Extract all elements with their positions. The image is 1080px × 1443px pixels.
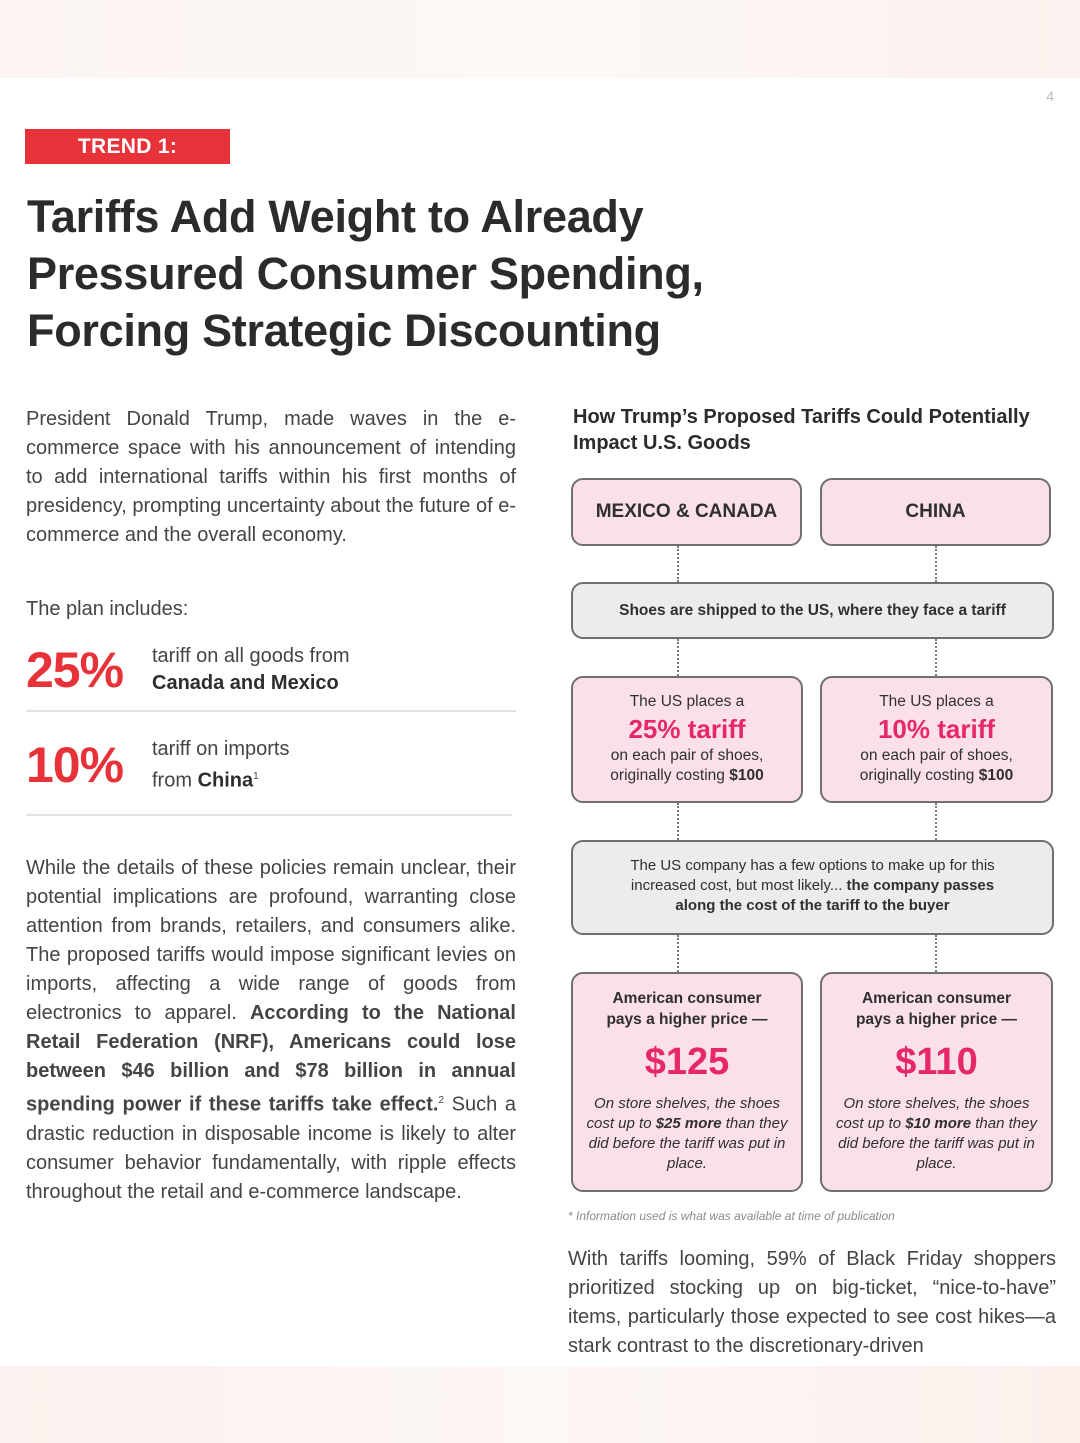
stat-canada-mexico: 25% tariff on all goods from Canada and … (26, 640, 516, 712)
closing-paragraph: With tariffs looming, 59% of Black Frida… (568, 1248, 1056, 1357)
connector-line (935, 803, 937, 840)
shelf-note: On store shelves, the shoes cost up to $… (822, 1094, 1051, 1174)
original-price: $100 (978, 767, 1014, 784)
page-title: Tariffs Add Weight to Already Pressured … (27, 188, 787, 359)
shelf-text-bold: $10 more (905, 1115, 972, 1132)
shelf-text-bold: $25 more (655, 1115, 722, 1132)
consumer-box-mexico-canada: American consumer pays a higher price — … (571, 972, 803, 1192)
stat-text-plain: tariff on all goods from (152, 645, 350, 667)
body-paragraph: While the details of these policies rema… (26, 854, 516, 1207)
connector-line (935, 639, 937, 676)
new-price: $110 (895, 1041, 978, 1083)
consumer-box-china: American consumer pays a higher price — … (820, 972, 1053, 1192)
consumer-heading: pays a higher price — (855, 1011, 1018, 1028)
stat-text-plain: tariff on imports (152, 737, 290, 760)
body-text: While the details of these policies rema… (26, 857, 516, 1024)
plan-label: The plan includes: (26, 598, 189, 620)
connector-line (677, 803, 679, 840)
tariff-detail-text: originally costing (859, 767, 979, 784)
connector-line (677, 639, 679, 676)
shelf-note: On store shelves, the shoes cost up to $… (573, 1094, 801, 1174)
options-text: The US company has a few options to make… (630, 857, 995, 894)
options-text-bold: the company passes along the cost of the… (675, 877, 995, 914)
body-text-bold: According to the National Retail Federat… (26, 1002, 516, 1116)
tariff-detail: on each pair of shoes, (860, 747, 1013, 764)
stat-value: 25% (26, 642, 124, 698)
tariff-rate: 10% tariff (877, 714, 996, 744)
connector-line (935, 935, 937, 972)
bottom-band (0, 1366, 1080, 1443)
body-text: Such a drastic reduction in disposable i… (26, 1093, 516, 1203)
top-band (0, 0, 1080, 78)
connector-line (935, 546, 937, 582)
options-box: The US company has a few options to make… (571, 840, 1054, 935)
infographic-footnote: * Information used is what was available… (568, 1209, 895, 1223)
stat-value: 10% (26, 737, 124, 793)
stat-china: 10% tariff on imports from China1 (26, 730, 512, 816)
shelf-text: On store shelves, the shoes cost up to (836, 1095, 1030, 1132)
country-box-mexico-canada: MEXICO & CANADA (571, 478, 802, 546)
tariff-box-mexico-canada: The US places a 25% tariff on each pair … (571, 676, 803, 803)
infographic-title: How Trump’s Proposed Tariffs Could Poten… (573, 406, 1030, 454)
shelf-text: than they did before the tariff was put … (838, 1115, 1037, 1172)
tariff-detail: on each pair of shoes, (610, 747, 764, 764)
title-line-3: Forcing Strategic Discounting (27, 305, 661, 356)
tariff-rate: 25% tariff (628, 714, 746, 744)
title-line-2: Pressured Consumer Spending, (27, 248, 704, 299)
new-price: $125 (644, 1041, 730, 1083)
trend-badge: TREND 1: (25, 129, 230, 164)
footnote-mark: 1 (253, 770, 259, 782)
connector-line (677, 546, 679, 582)
tariff-intro: The US places a (879, 693, 994, 710)
tariff-box-china: The US places a 10% tariff on each pair … (820, 676, 1053, 803)
page-number: 4 (1046, 88, 1054, 104)
intro-paragraph: President Donald Trump, made waves in th… (26, 408, 516, 546)
tariff-intro: The US places a (629, 693, 745, 710)
shipping-box: Shoes are shipped to the US, where they … (571, 582, 1054, 639)
tariff-detail-text: originally costing (610, 767, 730, 784)
shelf-text: On store shelves, the shoes cost up to (586, 1095, 780, 1132)
stat-description: tariff on imports from China1 (152, 736, 289, 795)
tariff-detail: originally costing $100 (573, 766, 801, 786)
stat-text-bold: Canada and Mexico (152, 672, 339, 694)
stat-text-from: from (152, 769, 198, 792)
consumer-heading: American consumer (612, 990, 762, 1007)
tariff-detail: originally costing $100 (822, 766, 1051, 786)
footnote-mark: 2 (438, 1095, 445, 1106)
stat-text-bold: China (197, 769, 254, 792)
shelf-text: than they did before the tariff was put … (588, 1115, 788, 1172)
country-box-china: CHINA (820, 478, 1051, 546)
consumer-heading: pays a higher price — (606, 1011, 768, 1028)
stat-description: tariff on all goods from Canada and Mexi… (152, 643, 350, 697)
connector-line (677, 935, 679, 972)
original-price: $100 (729, 767, 764, 784)
consumer-heading: American consumer (861, 990, 1012, 1007)
title-line-1: Tariffs Add Weight to Already (27, 191, 644, 242)
left-column: President Donald Trump, made waves in th… (26, 405, 516, 1207)
